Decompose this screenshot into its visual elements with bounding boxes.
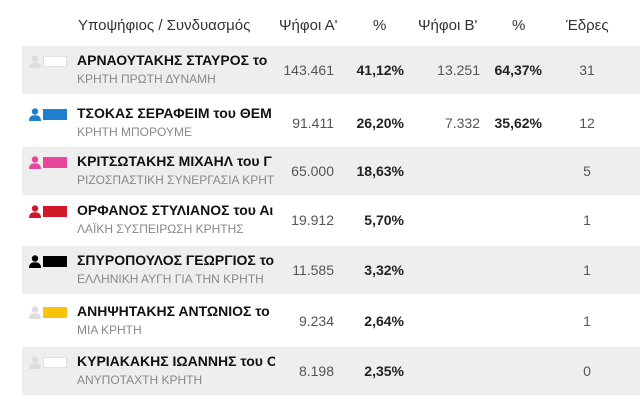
table-row[interactable]: ΚΡΙΤΣΩΤΑΚΗΣ ΜΙΧΑΗΛ του Γ ΡΙΖΟΣΠΑΣΤΙΚΗ ΣΥΝ… [22, 147, 640, 195]
pct-a-column-header[interactable]: % [373, 17, 387, 34]
party-color-swatch [43, 256, 67, 267]
party-color-swatch [43, 206, 67, 217]
party-name: ΡΙΖΟΣΠΑΣΤΙΚΗ ΣΥΝΕΡΓΑΣΙΑ ΚΡΗΤ [77, 173, 275, 187]
votes-a-value: 65.000 [291, 163, 334, 179]
candidate-name: ΑΡΝΑΟΥΤΑΚΗΣ ΣΤΑΥΡΟΣ το [77, 52, 268, 68]
party-color-swatch [43, 109, 67, 120]
seats-value: 5 [583, 163, 591, 179]
party-color-swatch [43, 357, 67, 368]
table-row[interactable]: ΟΡΦΑΝΟΣ ΣΤΥΛΙΑΝΟΣ του Αι ΛΑΪΚΗ ΣΥΣΠΕΙΡΩΣΗ… [22, 196, 640, 244]
seats-value: 1 [583, 212, 591, 228]
pct-a-value: 26,20% [356, 115, 404, 131]
votes-a-value: 19.912 [291, 212, 334, 228]
party-name: ΑΝΥΠΟΤΑΧΤΗ ΚΡΗΤΗ [77, 373, 203, 387]
votes-a-value: 91.411 [292, 115, 334, 131]
table-row[interactable]: ΚΥΡΙΑΚΑΚΗΣ ΙΩΑΝΝΗΣ του Ο ΑΝΥΠΟΤΑΧΤΗ ΚΡΗΤΗ… [22, 347, 640, 395]
votes-a-value: 11.585 [292, 262, 334, 278]
candidate-name: ΚΡΙΤΣΩΤΑΚΗΣ ΜΙΧΑΗΛ του Γ [77, 153, 272, 169]
pct-b-value: 35,62% [494, 115, 542, 131]
results-table-header: Υποψήφιος / Συνδυασμός Ψήφοι Α' % Ψήφοι … [0, 0, 640, 46]
party-color-swatch [43, 157, 67, 168]
person-icon [29, 255, 41, 268]
votes-b-value: 13.251 [437, 62, 480, 78]
votes-a-value: 9.234 [298, 313, 334, 329]
party-color-swatch [43, 56, 67, 67]
candidate-name: ΣΠΥΡΟΠΟΥΛΟΣ ΓΕΩΡΓΙΟΣ το [77, 252, 275, 268]
candidate-name: ΤΣΟΚΑΣ ΣΕΡΑΦΕΙΜ του ΘΕΜ [77, 105, 272, 121]
seats-value: 0 [583, 363, 591, 379]
party-name: ΛΑΪΚΗ ΣΥΣΠΕΙΡΩΣΗ ΚΡΗΤΗΣ [77, 222, 244, 236]
seats-column-header[interactable]: Έδρες [566, 17, 609, 34]
seats-value: 1 [583, 313, 591, 329]
pct-a-value: 2,35% [364, 363, 404, 379]
pct-a-value: 18,63% [356, 163, 404, 179]
person-icon [29, 356, 41, 369]
table-row[interactable]: ΣΠΥΡΟΠΟΥΛΟΣ ΓΕΩΡΓΙΟΣ το ΕΛΛΗΝΙΚΗ ΑΥΓΗ ΓΙΑ… [22, 246, 640, 294]
party-color-swatch [43, 307, 67, 318]
pct-b-value: 64,37% [494, 62, 542, 78]
table-row[interactable]: ΑΡΝΑΟΥΤΑΚΗΣ ΣΤΑΥΡΟΣ το ΚΡΗΤΗ ΠΡΩΤΗ ΔΥΝΑΜΗ… [22, 46, 640, 94]
votes-b-column-header[interactable]: Ψήφοι Β' [418, 17, 478, 34]
party-name: ΚΡΗΤΗ ΠΡΩΤΗ ΔΥΝΑΜΗ [77, 72, 216, 86]
party-name: ΚΡΗΤΗ ΜΠΟΡΟΥΜΕ [77, 125, 192, 139]
person-icon [29, 55, 41, 68]
pct-a-value: 3,32% [364, 262, 404, 278]
seats-value: 12 [579, 115, 595, 131]
person-icon [29, 306, 41, 319]
votes-a-value: 8.198 [298, 363, 334, 379]
person-icon [29, 205, 41, 218]
candidate-name: ΟΡΦΑΝΟΣ ΣΤΥΛΙΑΝΟΣ του Αι [77, 202, 274, 218]
party-name: ΜΙΑ ΚΡΗΤΗ [77, 323, 142, 337]
votes-a-value: 143.461 [283, 62, 334, 78]
party-name: ΕΛΛΗΝΙΚΗ ΑΥΓΗ ΓΙΑ ΤΗΝ ΚΡΗΤΗ [77, 272, 264, 286]
table-row[interactable]: ΤΣΟΚΑΣ ΣΕΡΑΦΕΙΜ του ΘΕΜ ΚΡΗΤΗ ΜΠΟΡΟΥΜΕ 91.… [22, 99, 640, 147]
pct-a-value: 2,64% [364, 313, 404, 329]
candidate-column-header[interactable]: Υποψήφιος / Συνδυασμός [78, 17, 251, 34]
votes-b-value: 7.332 [444, 115, 480, 131]
votes-a-column-header[interactable]: Ψήφοι Α' [279, 17, 338, 34]
person-icon [29, 156, 41, 169]
seats-value: 1 [583, 262, 591, 278]
candidate-name: ΑΝΗΨΗΤΑΚΗΣ ΑΝΤΩΝΙΟΣ το [77, 303, 270, 319]
pct-b-column-header[interactable]: % [512, 17, 526, 34]
seats-value: 31 [579, 62, 595, 78]
person-icon [29, 108, 41, 121]
table-row[interactable]: ΑΝΗΨΗΤΑΚΗΣ ΑΝΤΩΝΙΟΣ το ΜΙΑ ΚΡΗΤΗ 9.234 2,64… [22, 297, 640, 345]
pct-a-value: 5,70% [364, 212, 404, 228]
pct-a-value: 41,12% [356, 62, 404, 78]
candidate-name: ΚΥΡΙΑΚΑΚΗΣ ΙΩΑΝΝΗΣ του Ο [77, 353, 275, 369]
